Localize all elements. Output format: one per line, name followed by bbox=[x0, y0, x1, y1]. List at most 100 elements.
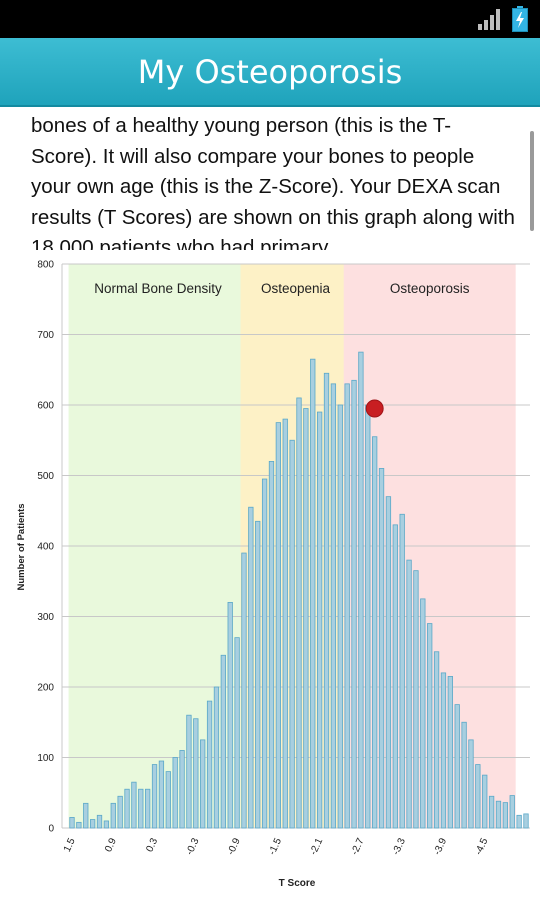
histogram-bar bbox=[213, 686, 220, 829]
y-tick-label: 300 bbox=[37, 612, 54, 623]
histogram-bar bbox=[523, 813, 529, 829]
histogram-bar bbox=[344, 383, 350, 829]
y-tick-label: 0 bbox=[48, 824, 54, 835]
histogram-bar bbox=[275, 422, 282, 829]
histogram-bar bbox=[365, 404, 371, 829]
histogram-bar bbox=[468, 739, 474, 829]
histogram-bar bbox=[289, 439, 295, 829]
histogram-bar bbox=[482, 774, 488, 829]
x-tick-label: 0.9 bbox=[103, 836, 119, 854]
histogram-bar bbox=[83, 802, 89, 829]
histogram-bar bbox=[131, 781, 137, 829]
x-axis-title: T Score bbox=[279, 878, 316, 889]
description-scroll-area[interactable]: bones of a healthy young person (this is… bbox=[0, 107, 540, 250]
histogram-bar bbox=[158, 760, 165, 829]
x-tick-label: -3.3 bbox=[391, 836, 408, 857]
histogram-bar bbox=[399, 513, 405, 829]
histogram-bar bbox=[454, 704, 460, 829]
t-score-histogram-chart: 0 100 200 300 400 500 600 700 800 Normal Bone Den… bbox=[16, 260, 530, 889]
y-tick-label: 200 bbox=[37, 683, 54, 694]
y-tick-label: 500 bbox=[37, 471, 54, 482]
histogram-bar bbox=[69, 817, 75, 829]
histogram-bar bbox=[296, 397, 302, 829]
histogram-bar bbox=[372, 436, 378, 829]
histogram-bar bbox=[420, 598, 426, 829]
histogram-bar bbox=[316, 411, 323, 829]
histogram-bar bbox=[151, 764, 158, 829]
x-tick-label: -2.7 bbox=[349, 836, 366, 857]
histogram-bar bbox=[282, 418, 288, 829]
histogram-bar bbox=[220, 654, 226, 829]
histogram-bar bbox=[406, 559, 412, 829]
signal-bars-icon bbox=[478, 9, 500, 30]
histogram-bar bbox=[378, 468, 385, 829]
histogram-bar bbox=[145, 788, 151, 829]
histogram-bar bbox=[427, 623, 433, 829]
histogram-bar bbox=[76, 821, 82, 829]
x-tick-label: -4.5 bbox=[473, 836, 490, 857]
histogram-bar bbox=[337, 404, 343, 829]
histogram-bar bbox=[488, 795, 495, 829]
x-tick-label: 1.5 bbox=[62, 836, 78, 854]
histogram-bar bbox=[165, 771, 171, 829]
histogram-bar bbox=[475, 764, 481, 829]
histogram-bar bbox=[392, 524, 398, 829]
histogram-bar bbox=[255, 520, 261, 829]
y-tick-label: 100 bbox=[37, 753, 54, 764]
patient-result-marker bbox=[365, 399, 384, 418]
histogram-bar bbox=[234, 637, 240, 829]
histogram-bar bbox=[110, 802, 116, 829]
y-tick-label: 700 bbox=[37, 330, 54, 341]
histogram-bar bbox=[516, 814, 522, 829]
y-tick-label: 400 bbox=[37, 542, 54, 553]
x-tick-label: -0.9 bbox=[226, 836, 243, 857]
x-tick-label: 0.3 bbox=[144, 836, 160, 854]
histogram-bar bbox=[509, 795, 515, 829]
histogram-bar bbox=[433, 651, 440, 829]
region-label: Osteoporosis bbox=[390, 281, 470, 296]
x-tick-label: -1.5 bbox=[267, 836, 284, 857]
histogram-bar bbox=[303, 408, 309, 829]
histogram-bar bbox=[358, 351, 364, 829]
histogram-bar bbox=[461, 721, 467, 829]
x-tick-label: -3.9 bbox=[432, 836, 449, 857]
histogram-bar bbox=[89, 819, 96, 829]
histogram-bar bbox=[248, 506, 254, 829]
scrollbar-thumb[interactable] bbox=[530, 131, 534, 231]
histogram-bar bbox=[117, 795, 123, 829]
histogram-bar bbox=[241, 552, 247, 829]
histogram-bar bbox=[413, 570, 419, 829]
histogram-bar bbox=[495, 800, 502, 829]
histogram-bar bbox=[200, 739, 206, 829]
x-tick-label: -0.3 bbox=[184, 836, 201, 857]
histogram-bar bbox=[96, 814, 103, 829]
histogram-bar bbox=[385, 496, 392, 829]
histogram-bar bbox=[447, 676, 453, 829]
histogram-bar bbox=[268, 460, 275, 829]
status-bar bbox=[0, 0, 540, 38]
histogram-bar bbox=[310, 358, 316, 829]
histogram-bar bbox=[138, 788, 144, 829]
histogram-bar bbox=[502, 802, 509, 829]
histogram-bar bbox=[351, 379, 357, 829]
battery-charging-icon bbox=[512, 6, 528, 32]
app-title: My Osteoporosis bbox=[137, 53, 403, 91]
histogram-bar bbox=[193, 718, 199, 829]
histogram-bar bbox=[227, 601, 233, 829]
y-tick-label: 800 bbox=[37, 260, 54, 271]
histogram-bar bbox=[330, 383, 337, 829]
histogram-bar bbox=[124, 788, 130, 829]
histogram-bar bbox=[261, 478, 268, 829]
y-tick-label: 600 bbox=[37, 401, 54, 412]
description-text: bones of a healthy young person (this is… bbox=[31, 114, 515, 250]
histogram-bar bbox=[103, 820, 110, 829]
app-bar: My Osteoporosis bbox=[0, 38, 540, 107]
region-label: Osteopenia bbox=[261, 281, 331, 296]
histogram-bar bbox=[172, 757, 178, 829]
x-tick-label: -2.1 bbox=[308, 836, 325, 857]
histogram-bar bbox=[440, 672, 447, 829]
region-label: Normal Bone Density bbox=[94, 281, 222, 296]
histogram-bar bbox=[323, 372, 330, 829]
histogram-bar bbox=[206, 700, 213, 829]
histogram-bar bbox=[186, 714, 192, 829]
